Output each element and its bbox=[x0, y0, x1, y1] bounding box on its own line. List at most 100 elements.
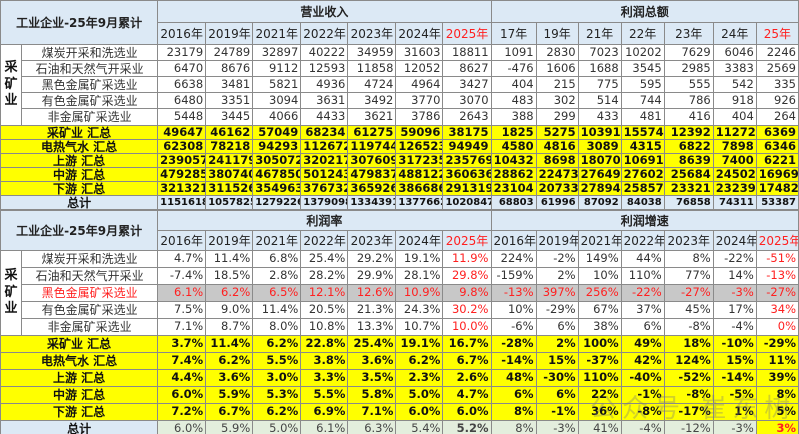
growth-cell[interactable]: -3% bbox=[712, 420, 757, 434]
rate-cell[interactable]: 4.7% bbox=[442, 386, 492, 404]
year-header[interactable]: 2023年 bbox=[663, 230, 714, 251]
rev-cell[interactable]: 4433 bbox=[300, 108, 349, 126]
rate-cell[interactable]: 13.3% bbox=[347, 318, 397, 336]
profit-cell[interactable]: 87092 bbox=[577, 195, 622, 210]
profit-cell[interactable]: 15574 bbox=[620, 125, 665, 140]
rev-cell[interactable]: 32897 bbox=[252, 44, 302, 61]
growth-cell[interactable]: 49% bbox=[620, 335, 665, 353]
rate-cell[interactable]: 10.7% bbox=[395, 318, 444, 336]
growth-cell[interactable]: 10% bbox=[577, 267, 622, 285]
rate-cell[interactable]: 19.1% bbox=[395, 250, 444, 268]
growth-cell[interactable]: -12% bbox=[663, 420, 714, 434]
year-header[interactable]: 23年 bbox=[663, 22, 714, 45]
rate-cell[interactable]: -7.4% bbox=[157, 267, 207, 285]
rev-cell[interactable]: 235769 bbox=[442, 153, 492, 168]
growth-cell[interactable]: -52% bbox=[663, 369, 714, 387]
profit-cell[interactable]: 335 bbox=[755, 76, 799, 93]
rev-cell[interactable]: 307609 bbox=[347, 153, 397, 168]
growth-cell[interactable]: 17% bbox=[712, 301, 757, 319]
rate-cell[interactable]: 6.1% bbox=[157, 284, 207, 302]
profit-cell[interactable]: 10432 bbox=[490, 153, 537, 168]
rate-cell[interactable]: 5.9% bbox=[205, 386, 254, 404]
growth-cell[interactable]: 45% bbox=[663, 301, 714, 319]
rate-cell[interactable]: 30.2% bbox=[442, 301, 492, 319]
year-header[interactable]: 25年 bbox=[755, 22, 799, 45]
profit-cell[interactable]: 555 bbox=[663, 76, 714, 93]
row-label[interactable]: 中游 汇总 bbox=[0, 386, 159, 404]
rev-cell[interactable]: 3351 bbox=[205, 92, 254, 109]
rate-cell[interactable]: 6.5% bbox=[252, 284, 302, 302]
rate-cell[interactable]: 6.0% bbox=[157, 386, 207, 404]
profit-cell[interactable]: 25684 bbox=[663, 167, 714, 182]
year-header[interactable]: 2016年 bbox=[157, 22, 207, 45]
group-header[interactable]: 利润率 bbox=[157, 210, 492, 231]
growth-cell[interactable]: 256% bbox=[577, 284, 622, 302]
row-label[interactable]: 煤炭开采和洗选业 bbox=[21, 250, 159, 268]
rev-cell[interactable]: 360636 bbox=[442, 167, 492, 182]
profit-cell[interactable]: 433 bbox=[577, 108, 622, 126]
rev-cell[interactable]: 3631 bbox=[300, 92, 349, 109]
rev-cell[interactable]: 119744 bbox=[347, 139, 397, 154]
growth-cell[interactable]: 48% bbox=[490, 369, 537, 387]
year-header[interactable]: 2021年 bbox=[252, 230, 302, 251]
rev-cell[interactable]: 57049 bbox=[252, 125, 302, 140]
profit-cell[interactable]: 6822 bbox=[663, 139, 714, 154]
profit-cell[interactable]: 3545 bbox=[620, 60, 665, 77]
rate-cell[interactable]: 6.2% bbox=[252, 403, 302, 421]
rate-cell[interactable]: 5.5% bbox=[252, 352, 302, 370]
rate-cell[interactable]: 4.4% bbox=[157, 369, 207, 387]
rate-cell[interactable]: 19.1% bbox=[395, 335, 444, 353]
mining-group-label[interactable]: 采矿业 bbox=[0, 250, 23, 336]
growth-cell[interactable]: -29% bbox=[535, 301, 579, 319]
rate-cell[interactable]: 8.7% bbox=[205, 318, 254, 336]
profit-cell[interactable]: 215 bbox=[535, 76, 579, 93]
profit-cell[interactable]: 786 bbox=[663, 92, 714, 109]
rate-cell[interactable]: 11.4% bbox=[252, 301, 302, 319]
rev-cell[interactable]: 3094 bbox=[252, 92, 302, 109]
profit-cell[interactable]: 404 bbox=[712, 108, 757, 126]
profit-cell[interactable]: 23321 bbox=[663, 181, 714, 196]
rev-cell[interactable]: 479285 bbox=[157, 167, 207, 182]
growth-cell[interactable]: -30% bbox=[535, 369, 579, 387]
profit-cell[interactable]: 27894 bbox=[577, 181, 622, 196]
year-header[interactable]: 17年 bbox=[490, 22, 537, 45]
rev-cell[interactable]: 62308 bbox=[157, 139, 207, 154]
rate-cell[interactable]: 5.0% bbox=[395, 386, 444, 404]
rate-cell[interactable]: 11.4% bbox=[205, 250, 254, 268]
rev-cell[interactable]: 501243 bbox=[300, 167, 349, 182]
growth-cell[interactable]: 38% bbox=[577, 318, 622, 336]
rev-cell[interactable]: 386686 bbox=[395, 181, 444, 196]
profit-cell[interactable]: 744 bbox=[620, 92, 665, 109]
row-label[interactable]: 采矿业 汇总 bbox=[0, 125, 159, 140]
growth-cell[interactable]: 34% bbox=[755, 301, 799, 319]
profit-cell[interactable]: 926 bbox=[755, 92, 799, 109]
rate-cell[interactable]: 3.3% bbox=[300, 369, 349, 387]
rate-cell[interactable]: 16.7% bbox=[442, 335, 492, 353]
profit-cell[interactable]: 595 bbox=[620, 76, 665, 93]
rate-cell[interactable]: 5.9% bbox=[205, 420, 254, 434]
rev-cell[interactable]: 12593 bbox=[300, 60, 349, 77]
growth-cell[interactable]: 6% bbox=[490, 386, 537, 404]
rev-cell[interactable]: 3445 bbox=[205, 108, 254, 126]
rev-cell[interactable]: 78218 bbox=[205, 139, 254, 154]
rev-cell[interactable]: 4724 bbox=[347, 76, 397, 93]
year-header[interactable]: 2019年 bbox=[205, 230, 254, 251]
rev-cell[interactable]: 112672 bbox=[300, 139, 349, 154]
growth-cell[interactable]: -8% bbox=[663, 386, 714, 404]
row-label[interactable]: 采矿业 汇总 bbox=[0, 335, 159, 353]
profit-cell[interactable]: 2985 bbox=[663, 60, 714, 77]
rate-cell[interactable]: 12.6% bbox=[347, 284, 397, 302]
rate-cell[interactable]: 6.8% bbox=[252, 250, 302, 268]
growth-cell[interactable]: 6% bbox=[535, 386, 579, 404]
profit-cell[interactable]: 24502 bbox=[712, 167, 757, 182]
rev-cell[interactable]: 3621 bbox=[347, 108, 397, 126]
rev-cell[interactable]: 1057825 bbox=[205, 195, 254, 210]
growth-cell[interactable]: 397% bbox=[535, 284, 579, 302]
rate-cell[interactable]: 2.8% bbox=[252, 267, 302, 285]
rate-cell[interactable]: 29.8% bbox=[442, 267, 492, 285]
growth-cell[interactable]: -10% bbox=[712, 335, 757, 353]
growth-cell[interactable]: -14% bbox=[490, 352, 537, 370]
row-label[interactable]: 上游 汇总 bbox=[0, 153, 159, 168]
growth-cell[interactable]: 67% bbox=[577, 301, 622, 319]
rev-cell[interactable]: 9112 bbox=[252, 60, 302, 77]
